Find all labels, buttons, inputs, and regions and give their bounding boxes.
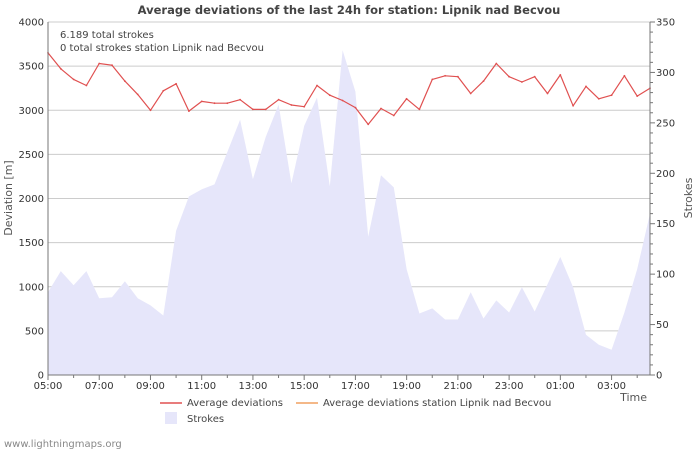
average-deviations-point [623,74,626,77]
x-tick-label-2300: 23:00 [495,381,524,392]
average-deviations-point [380,107,382,110]
average-deviations-point [252,108,254,111]
y-tick-right-150: 150 [656,219,675,230]
left-axis-ticks: 0 500 1000 1500 2000 2500 3000 3500 4000 [19,18,44,382]
y-tick-right-250: 250 [656,118,675,129]
x-tick-label-0500: 05:00 [34,381,63,392]
average-deviations-point [354,106,357,109]
deviation-line-layer [47,52,651,126]
average-deviations-point [495,62,498,65]
legend-label-station-deviations: Average deviations station Lipnik nad Be… [323,398,551,409]
average-deviations-point [239,98,242,101]
y-tick-left-2000: 2000 [19,194,44,205]
average-deviations-point [175,82,178,85]
chart-title: Average deviations of the last 24h for s… [138,3,561,17]
average-deviations-point [559,74,562,76]
average-deviations-point [546,92,549,95]
average-deviations-point [264,108,267,111]
average-deviations-point [444,74,446,77]
average-deviations-point [200,100,203,103]
y-tick-right-200: 200 [656,169,675,180]
y-tick-right-50: 50 [656,320,669,331]
strokes-area [48,50,650,375]
average-deviations-point [98,62,101,65]
average-deviations-point [405,97,408,100]
y-tick-left-3500: 3500 [19,62,44,73]
average-deviations-point [521,81,523,83]
x-tick-label-1300: 13:00 [239,381,268,392]
x-tick-label-1900: 19:00 [392,381,421,392]
x-tick-label-0900: 09:00 [136,381,165,392]
average-deviations-point [149,109,152,112]
x-tick-label-0100: 01:00 [546,381,575,392]
legend: Average deviations Average deviations st… [160,398,551,425]
x-tick-label-0700: 07:00 [85,381,114,392]
average-deviations-point [482,80,485,82]
legend-label-strokes: Strokes [187,414,224,425]
average-deviations-point [585,85,587,88]
average-deviations-point [85,84,88,87]
average-deviations-point [226,102,229,105]
y-tick-left-1000: 1000 [19,282,44,293]
legend-swatch-strokes [165,412,177,424]
average-deviations-point [316,84,318,87]
y-tick-left-2500: 2500 [19,150,44,161]
average-deviations-point [533,75,536,78]
y-tick-left-0: 0 [38,371,44,382]
average-deviations-line [47,52,651,126]
y-tick-right-350: 350 [656,18,675,29]
x-tick-label-1700: 17:00 [341,381,370,392]
y-tick-left-3000: 3000 [19,106,44,117]
y-tick-right-0: 0 [656,371,662,382]
x-tick-label-2100: 21:00 [443,381,472,392]
average-deviations-point [341,99,344,102]
average-deviations-point [303,105,306,108]
average-deviations-point [213,102,216,105]
x-tick-label-1100: 11:00 [187,381,216,392]
y-tick-right-300: 300 [656,68,675,79]
station-strokes-note: 0 total strokes station Lipnik nad Becvo… [60,43,264,54]
average-deviations-point [469,92,472,95]
average-deviations-point [597,97,600,100]
y-axis-label-left: Deviation [m] [2,160,15,235]
right-axis-ticks: 0 50 100 150 200 250 300 350 [650,18,675,382]
average-deviations-point [72,78,75,81]
average-deviations-point [431,78,434,81]
average-deviations-point [124,80,126,82]
footer-credit: www.lightningmaps.org [4,439,122,450]
x-tick-label-0300: 03:00 [597,381,626,392]
y-tick-right-100: 100 [656,270,675,281]
strokes-area-layer [48,50,650,375]
average-deviations-point [457,75,459,78]
y-tick-left-1500: 1500 [19,238,44,249]
average-deviations-point [136,93,139,96]
average-deviations-point [418,108,421,111]
average-deviations-point [367,123,370,126]
average-deviations-point [290,104,293,106]
y-tick-left-4000: 4000 [19,18,44,29]
average-deviations-point [59,67,62,70]
x-axis-label: Time [619,391,647,404]
average-deviations-point [277,98,280,101]
average-deviations-point [572,104,574,107]
average-deviations-point [610,94,613,97]
legend-label-average-deviations: Average deviations [187,398,283,409]
x-axis-ticks: 05:00 07:00 09:00 11:00 13:00 15:00 17:00 19:00… [34,375,638,392]
x-tick-label-1500: 15:00 [290,381,319,392]
average-deviations-point [111,64,113,67]
average-deviations-point [636,95,639,97]
total-strokes-note: 6.189 total strokes [60,30,154,41]
average-deviations-point [162,89,165,92]
y-axis-label-right: Strokes [682,177,695,218]
y-tick-left-500: 500 [25,326,44,337]
average-deviations-point [508,75,510,78]
average-deviations-point [392,114,395,117]
average-deviations-point [188,110,190,112]
average-deviations-point [328,94,331,97]
